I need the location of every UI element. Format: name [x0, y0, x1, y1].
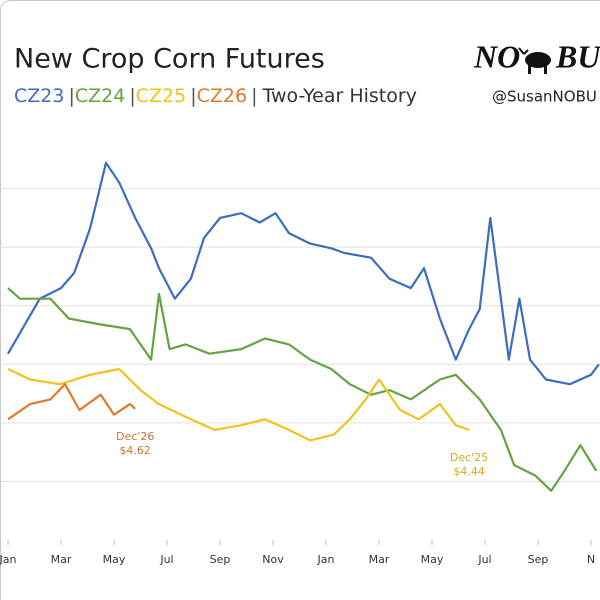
separator: |	[251, 85, 257, 107]
x-tick-label: Jan	[0, 553, 17, 566]
x-tick-label: Nov	[262, 553, 284, 566]
annotation-value: $4.44	[453, 465, 485, 478]
x-tick-label: Jan	[317, 553, 335, 566]
legend-entry: CZ23	[14, 85, 64, 107]
separator: |	[68, 85, 74, 107]
x-tick-label: Sep	[210, 553, 231, 566]
x-tick-label: Mar	[51, 553, 72, 566]
brand-left: NO	[473, 38, 520, 74]
series-line	[7, 161, 600, 386]
legend-entry: CZ24	[75, 85, 125, 107]
brand-right: BU	[555, 38, 600, 74]
chart-title: New Crop Corn Futures	[14, 44, 325, 75]
chart-subtitle: CZ23 |CZ24 |CZ25 |CZ26 | Two-Year History	[14, 85, 417, 107]
x-tick-label: Sep	[528, 553, 549, 566]
x-tick-label: Mar	[369, 553, 390, 566]
series-line	[7, 383, 136, 421]
x-tick-label: Jul	[159, 553, 173, 566]
series-line	[7, 367, 470, 442]
legend-entry: CZ26	[197, 85, 247, 107]
annotation-value: $4.62	[119, 444, 151, 457]
x-tick-label: May	[421, 553, 444, 566]
annotation-label: Dec'26	[116, 430, 154, 443]
subtitle-text: Two-Year History	[262, 85, 417, 107]
separator: |	[129, 85, 135, 107]
handle: @SusanNOBU	[492, 88, 597, 106]
legend-entry: CZ25	[136, 85, 186, 107]
x-tick-label: Jul	[477, 553, 491, 566]
annotation-label: Dec'25	[450, 451, 488, 464]
series-line	[7, 287, 598, 492]
x-tick-label: N	[587, 553, 595, 566]
separator: |	[190, 85, 196, 107]
bull-icon	[518, 47, 551, 74]
x-tick-label: May	[103, 553, 126, 566]
